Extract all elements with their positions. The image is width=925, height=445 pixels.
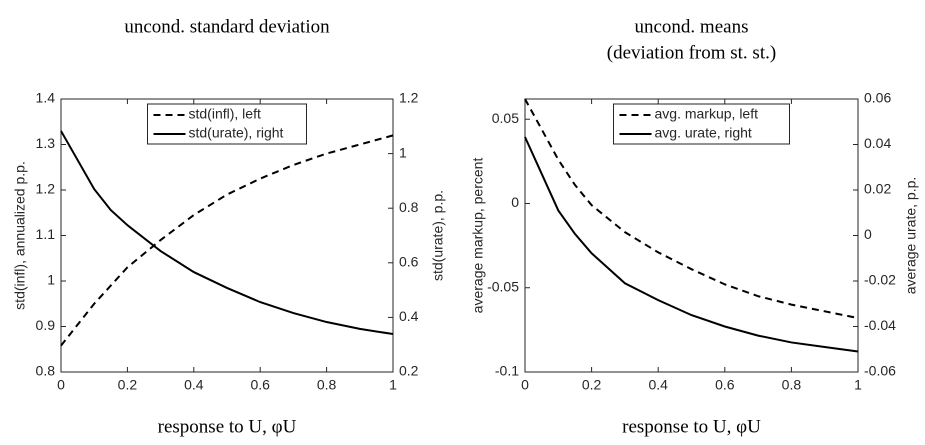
x-axis-label: response to U, φU bbox=[622, 416, 761, 437]
chart-title: uncond. standard deviation bbox=[124, 16, 330, 37]
legend-label: std(infl), left bbox=[189, 106, 261, 122]
y-tick-label: 1 bbox=[47, 272, 55, 288]
y2-tick-label: 0.8 bbox=[399, 199, 419, 215]
x-tick-label: 0 bbox=[57, 377, 65, 393]
y2-axis-label: average urate, p.p. bbox=[903, 177, 919, 295]
x-tick-label: 0 bbox=[521, 377, 529, 393]
y2-tick-label: 0.04 bbox=[864, 135, 891, 151]
y-tick-label: 1.2 bbox=[36, 181, 56, 197]
y-tick-label: 1.1 bbox=[36, 226, 56, 242]
x-tick-label: 1 bbox=[854, 377, 862, 393]
y-tick-label: 0.8 bbox=[36, 363, 56, 379]
x-tick-label: 0.6 bbox=[715, 377, 735, 393]
y-tick-label: 1.3 bbox=[36, 135, 56, 151]
y-tick-label: 0.9 bbox=[36, 317, 56, 333]
x-tick-label: 0.4 bbox=[648, 377, 668, 393]
legend-box bbox=[613, 103, 790, 145]
chart-title: (deviation from st. st.) bbox=[607, 42, 776, 63]
y-tick-label: 0 bbox=[511, 194, 519, 210]
y-tick-label: -0.05 bbox=[487, 278, 519, 294]
y2-tick-label: 0.06 bbox=[864, 90, 891, 106]
y2-tick-label: -0.04 bbox=[864, 317, 896, 333]
y2-tick-label: 1 bbox=[399, 144, 407, 160]
y2-tick-label: 0.4 bbox=[399, 308, 419, 324]
x-tick-label: 0.6 bbox=[250, 377, 270, 393]
x-tick-label: 1 bbox=[389, 377, 397, 393]
x-tick-label: 0.2 bbox=[118, 377, 138, 393]
y2-tick-label: 0 bbox=[864, 226, 872, 242]
x-tick-label: 0.8 bbox=[317, 377, 337, 393]
legend-label: avg. markup, left bbox=[655, 106, 759, 122]
y-axis-label: average markup, percent bbox=[470, 158, 486, 314]
legend-box bbox=[147, 103, 307, 145]
x-tick-label: 0.4 bbox=[184, 377, 204, 393]
y-tick-label: 1.4 bbox=[36, 90, 56, 106]
y2-tick-label: 0.2 bbox=[399, 363, 419, 379]
y2-tick-label: 0.6 bbox=[399, 254, 419, 270]
series-line bbox=[524, 136, 859, 353]
x-axis-label: response to U, φU bbox=[158, 416, 297, 437]
chart-title: uncond. means bbox=[635, 16, 749, 37]
y2-tick-label: -0.06 bbox=[864, 363, 896, 379]
series-line bbox=[60, 130, 394, 336]
y-tick-label: 0.05 bbox=[492, 110, 519, 126]
y-axis-label: std(infl), annualized p.p. bbox=[12, 161, 28, 310]
y2-tick-label: 0.02 bbox=[864, 181, 891, 197]
x-tick-label: 0.2 bbox=[582, 377, 602, 393]
x-tick-label: 0.8 bbox=[782, 377, 802, 393]
legend-label: std(urate), right bbox=[189, 125, 284, 141]
legend-label: avg. urate, right bbox=[655, 125, 752, 141]
series-line bbox=[60, 134, 394, 347]
y2-tick-label: -0.02 bbox=[864, 272, 896, 288]
y-tick-label: -0.1 bbox=[495, 363, 519, 379]
y2-axis-label: std(urate), p.p. bbox=[430, 190, 446, 281]
y2-tick-label: 1.2 bbox=[399, 90, 419, 106]
